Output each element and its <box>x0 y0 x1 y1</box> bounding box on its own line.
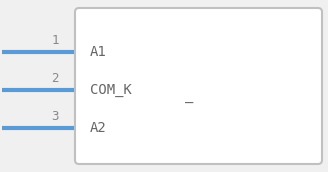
Text: A2: A2 <box>90 121 107 135</box>
Text: —: — <box>185 97 194 111</box>
Text: 3: 3 <box>51 110 59 123</box>
Text: A1: A1 <box>90 45 107 59</box>
Text: COM_K: COM_K <box>90 83 132 97</box>
Text: 2: 2 <box>51 72 59 85</box>
FancyBboxPatch shape <box>75 8 322 164</box>
Text: 1: 1 <box>51 34 59 47</box>
